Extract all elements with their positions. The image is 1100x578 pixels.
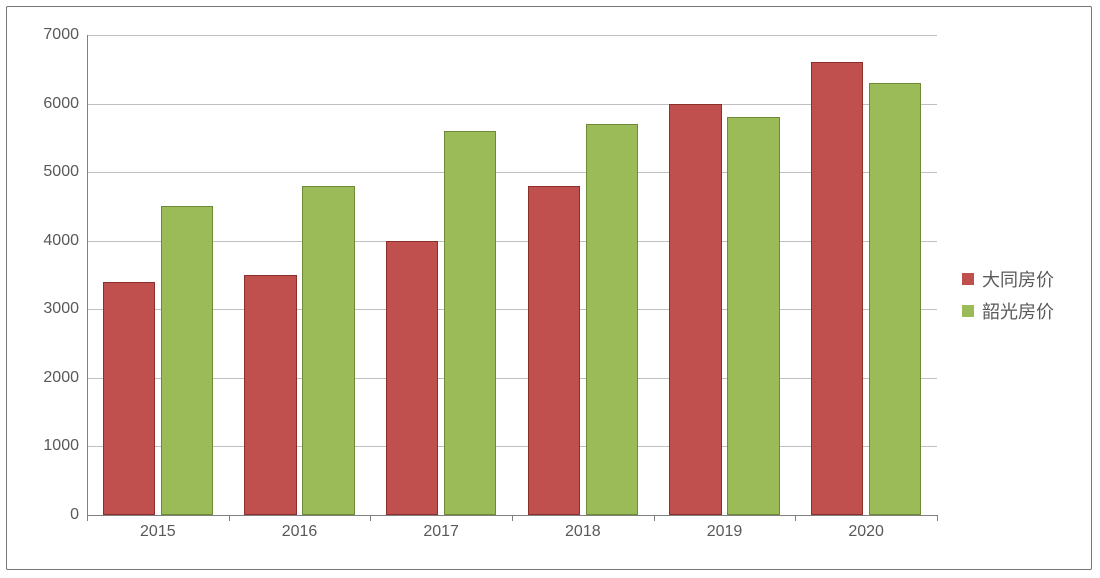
bar — [444, 131, 496, 515]
bar — [386, 241, 438, 515]
x-axis — [87, 515, 937, 516]
bar — [669, 104, 721, 515]
legend-label: 韶光房价 — [982, 298, 1054, 324]
bar — [103, 282, 155, 515]
gridline — [87, 446, 937, 447]
x-tick-label: 2015 — [140, 515, 176, 541]
y-tick-label: 0 — [70, 506, 87, 524]
legend-item: 韶光房价 — [962, 298, 1054, 324]
y-tick-label: 3000 — [43, 300, 87, 318]
bar — [161, 206, 213, 515]
legend: 大同房价韶光房价 — [962, 260, 1054, 330]
plot-area: 0100020003000400050006000700020152016201… — [87, 35, 937, 515]
y-tick-label: 5000 — [43, 163, 87, 181]
bar — [869, 83, 921, 515]
gridline — [87, 172, 937, 173]
bar — [586, 124, 638, 515]
y-tick-label: 2000 — [43, 369, 87, 387]
bar — [244, 275, 296, 515]
y-tick-label: 4000 — [43, 232, 87, 250]
chart: 0 1000 2000 3000 4000 5000 6000 7000 2015 2016 201… — [27, 25, 1087, 559]
legend-item: 大同房价 — [962, 266, 1054, 292]
gridline — [87, 35, 937, 36]
gridline — [87, 241, 937, 242]
x-tick-label: 2018 — [565, 515, 601, 541]
x-tick — [937, 515, 938, 521]
gridline — [87, 309, 937, 310]
chart-frame: 0 1000 2000 3000 4000 5000 6000 7000 2015 2016 201… — [6, 6, 1092, 570]
bar — [727, 117, 779, 515]
y-tick-label: 6000 — [43, 95, 87, 113]
x-tick-label: 2016 — [282, 515, 318, 541]
legend-swatch — [962, 305, 974, 317]
legend-swatch — [962, 273, 974, 285]
gridline — [87, 378, 937, 379]
bar — [528, 186, 580, 515]
bar — [302, 186, 354, 515]
x-tick-label: 2019 — [707, 515, 743, 541]
y-tick-label: 7000 — [43, 26, 87, 44]
legend-label: 大同房价 — [982, 266, 1054, 292]
y-axis — [87, 35, 88, 515]
y-tick-label: 1000 — [43, 437, 87, 455]
bar — [811, 62, 863, 515]
gridline — [87, 104, 937, 105]
x-tick-label: 2020 — [848, 515, 884, 541]
x-tick-label: 2017 — [423, 515, 459, 541]
